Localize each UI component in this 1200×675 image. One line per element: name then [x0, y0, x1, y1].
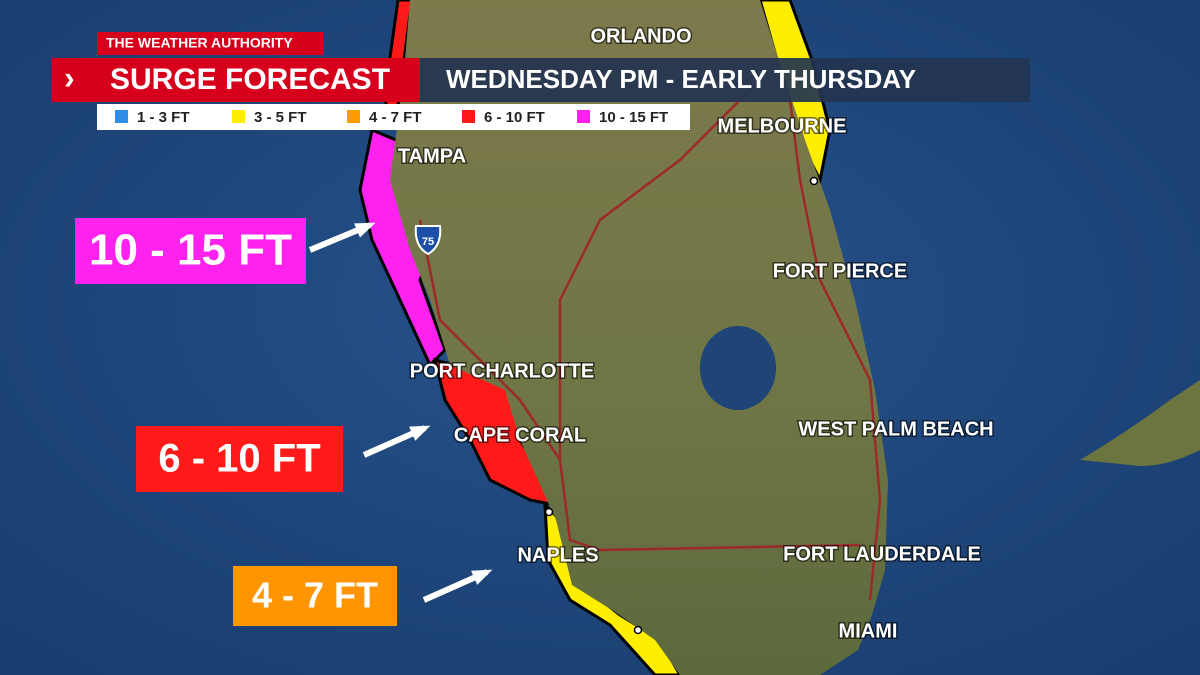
city-label: TAMPA: [398, 145, 466, 167]
city-dot: [633, 625, 643, 635]
city-dot: [809, 176, 819, 186]
florida: [390, 0, 888, 675]
brand: THE WEATHER AUTHORITY: [106, 35, 293, 51]
legend-swatch: [232, 110, 245, 123]
shield-number: 75: [422, 236, 434, 248]
city-label: PORT CHARLOTTE: [410, 360, 594, 382]
subtitle: WEDNESDAY PM - EARLY THURSDAY: [446, 64, 916, 94]
city-label: FORT PIERCE: [773, 260, 907, 282]
city-label: NAPLES: [517, 544, 598, 566]
legend-swatch: [347, 110, 360, 123]
callout-box: [136, 426, 343, 492]
callout-box: [75, 218, 306, 284]
callout-box: [233, 566, 397, 626]
legend-label: 10 - 15 FT: [599, 109, 668, 126]
title: SURGE FORECAST: [110, 63, 390, 96]
chevron: ›: [64, 59, 75, 95]
legend-label: 4 - 7 FT: [369, 109, 422, 126]
bahamas: [1080, 380, 1200, 466]
callout-label: 6 - 10 FT: [158, 437, 320, 481]
city-label: CAPE CORAL: [454, 424, 586, 446]
city-label: FORT LAUDERDALE: [783, 543, 981, 565]
title-box: [52, 58, 420, 102]
callout-label: 4 - 7 FT: [252, 575, 378, 616]
legend-bar: [97, 104, 690, 130]
arrow-head: [471, 569, 493, 585]
brand-box: [97, 32, 323, 55]
city-label: WEST PALM BEACH: [798, 418, 993, 440]
lake-okeechobee: [700, 326, 776, 410]
city-dot: [544, 507, 554, 517]
arrow-head: [409, 425, 431, 441]
city-label: MIAMI: [839, 620, 898, 642]
legend-swatch: [462, 110, 475, 123]
callout-label: 10 - 15 FT: [89, 226, 292, 275]
highways: [418, 79, 882, 601]
interstate-shield: 75: [414, 225, 442, 256]
subtitle-bar: [420, 58, 1030, 102]
city-label: ORLANDO: [590, 25, 691, 47]
arrow-head: [354, 222, 376, 238]
legend-swatch: [577, 110, 590, 123]
legend-label: 3 - 5 FT: [254, 109, 307, 126]
legend-swatch: [115, 110, 128, 123]
city-label: MELBOURNE: [718, 115, 847, 137]
legend-label: 6 - 10 FT: [484, 109, 545, 126]
legend-label: 1 - 3 FT: [137, 109, 190, 126]
